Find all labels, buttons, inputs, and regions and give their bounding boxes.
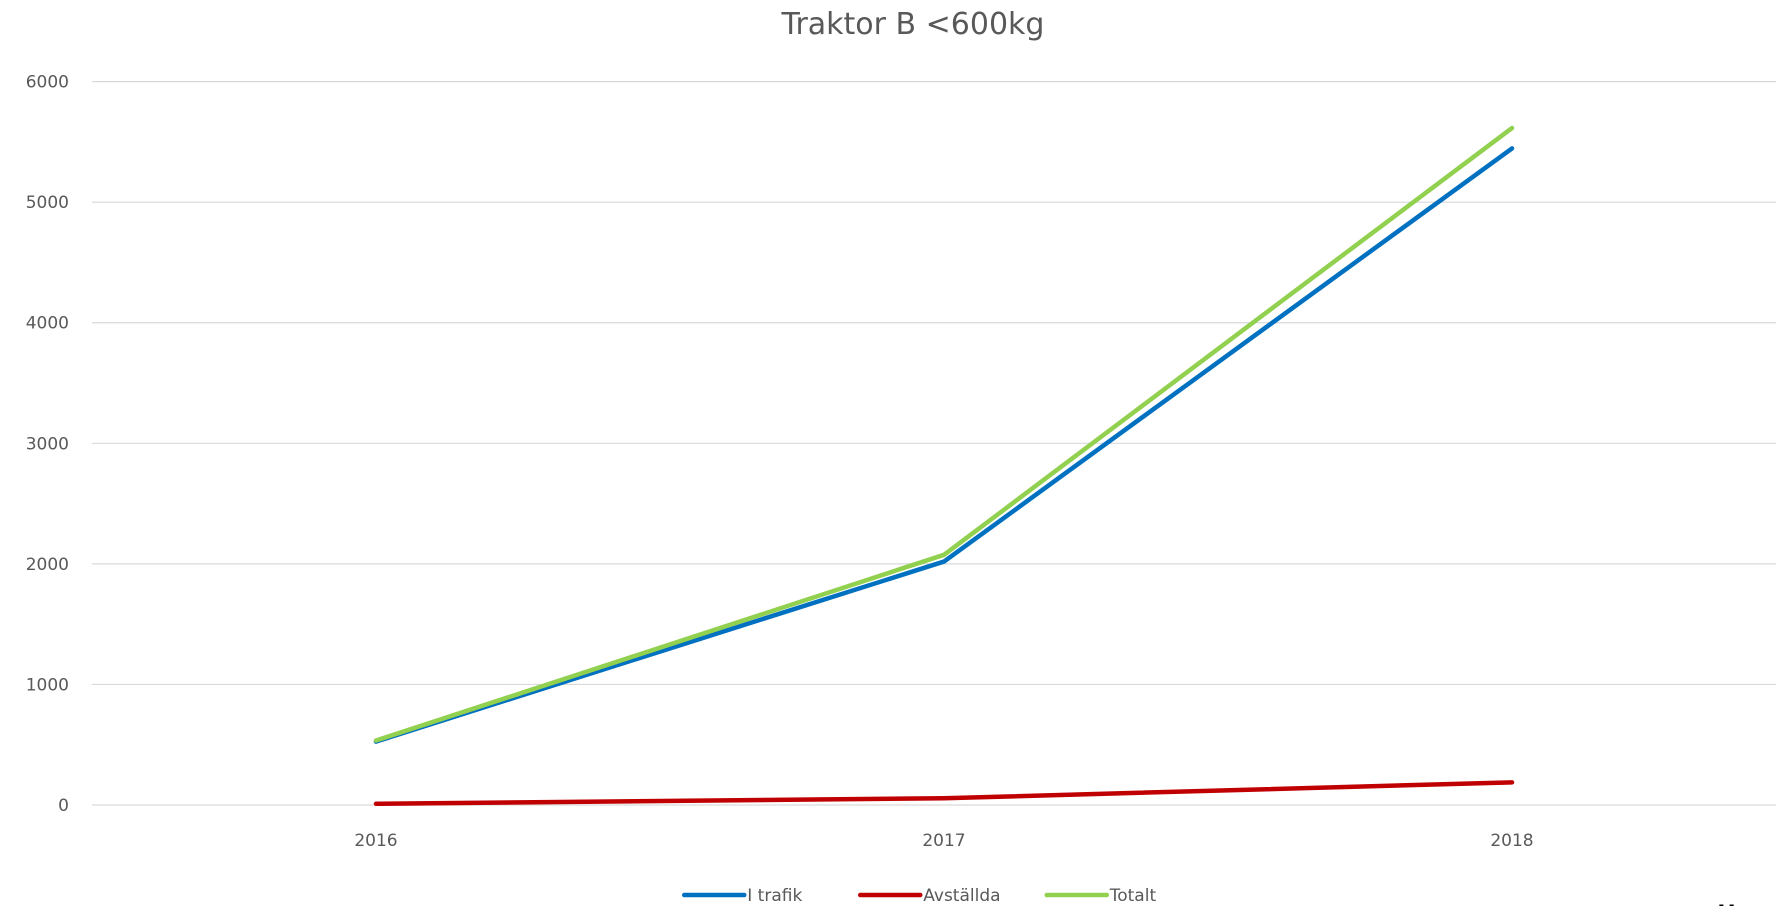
- y-tick-label: 4000: [26, 314, 69, 334]
- y-tick-label: 6000: [26, 73, 69, 93]
- annotation: Källa: [1660, 896, 1763, 906]
- x-tick-label: 2017: [922, 831, 965, 851]
- y-tick-label: 2000: [26, 555, 69, 575]
- series-line: [373, 146, 1515, 744]
- series-line: [373, 125, 1515, 743]
- legend-label: I trafik: [747, 886, 802, 906]
- series-line: [373, 780, 1515, 807]
- x-tick-label: 2018: [1490, 831, 1533, 851]
- legend-label: Avställda: [923, 886, 1000, 906]
- y-tick-label: 0: [58, 796, 69, 816]
- chart-title: Traktor B <600kg: [781, 7, 1045, 42]
- y-tick-label: 3000: [26, 434, 69, 454]
- legend-label: Totalt: [1109, 886, 1157, 906]
- y-tick-label: 5000: [26, 193, 69, 213]
- x-tick-label: 2016: [354, 831, 397, 851]
- y-tick-label: 1000: [26, 675, 69, 695]
